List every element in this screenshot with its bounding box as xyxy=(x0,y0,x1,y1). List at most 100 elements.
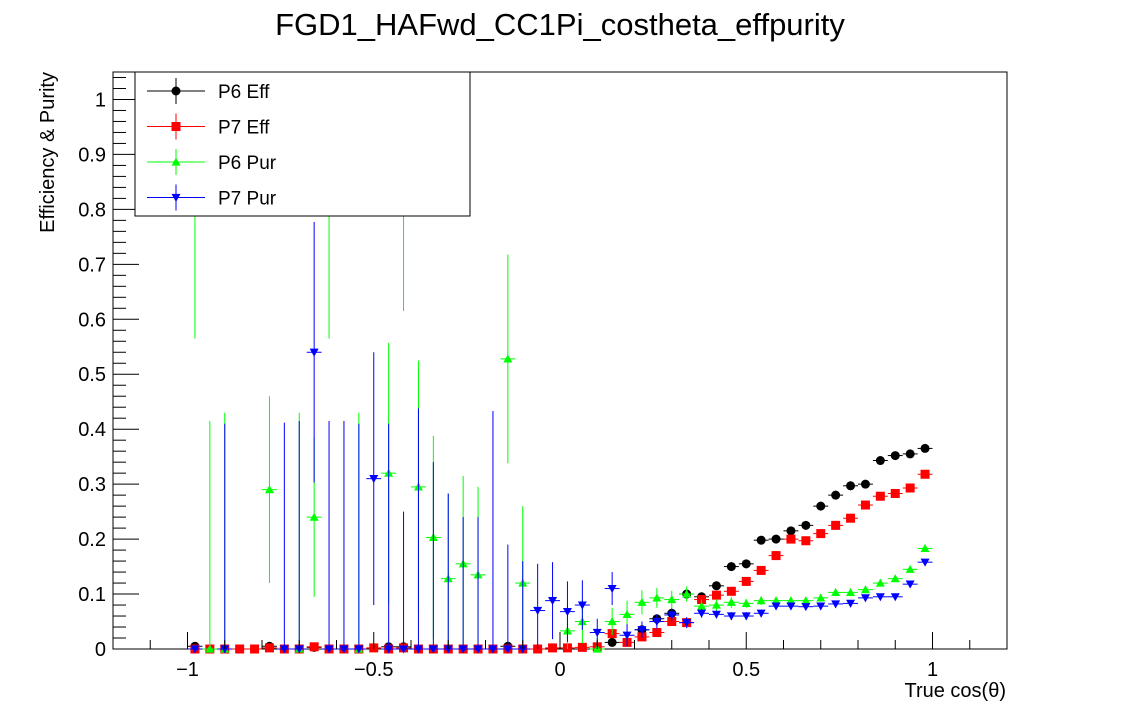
data-point xyxy=(741,598,751,607)
data-point xyxy=(831,490,841,500)
data-point xyxy=(324,645,334,654)
x-tick-label: −0.5 xyxy=(354,659,393,681)
data-point xyxy=(771,551,781,561)
data-point xyxy=(890,574,900,583)
legend-label: P6 Pur xyxy=(218,153,277,174)
data-point xyxy=(920,543,930,553)
data-point xyxy=(875,578,885,587)
data-point xyxy=(801,536,811,546)
data-point xyxy=(533,606,543,616)
data-point xyxy=(890,593,900,602)
data-point xyxy=(905,483,915,493)
x-tick-label: 1 xyxy=(927,659,938,681)
data-point xyxy=(816,529,826,539)
data-point xyxy=(220,645,230,654)
y-tick-label: 0.1 xyxy=(78,584,106,606)
data-point xyxy=(548,597,558,606)
data-point xyxy=(741,576,751,586)
data-point xyxy=(205,644,215,653)
legend-marker xyxy=(171,157,181,166)
y-axis-label: Efficiency & Purity xyxy=(37,72,59,233)
data-point xyxy=(652,593,662,602)
legend-item: P7 Pur xyxy=(147,184,277,211)
data-point xyxy=(294,645,304,654)
data-point xyxy=(860,500,870,510)
y-tick-label: 0.6 xyxy=(78,309,106,331)
data-point xyxy=(711,581,721,591)
data-point xyxy=(771,596,781,605)
data-point xyxy=(622,609,632,618)
data-point xyxy=(682,619,692,628)
data-point xyxy=(250,644,260,654)
y-tick-label: 0.9 xyxy=(78,144,106,166)
chart-title: FGD1_HAFwd_CC1Pi_costheta_effpurity xyxy=(275,7,845,42)
data-point xyxy=(905,564,915,573)
data-point xyxy=(607,584,617,594)
data-point xyxy=(741,559,751,569)
y-tick-label: 0.3 xyxy=(78,474,106,496)
data-point xyxy=(756,535,766,545)
x-tick-label: −1 xyxy=(176,659,199,681)
data-point xyxy=(786,596,796,605)
data-point xyxy=(756,596,766,605)
y-tick-label: 1 xyxy=(95,89,106,111)
legend-marker xyxy=(171,122,181,131)
y-tick-label: 0.2 xyxy=(78,529,106,551)
data-point xyxy=(890,488,900,498)
data-point xyxy=(413,645,423,654)
legend-label: P7 Eff xyxy=(218,118,270,139)
y-tick-label: 0.4 xyxy=(78,419,106,441)
legend-marker xyxy=(171,193,181,202)
x-tick-label: 0 xyxy=(554,659,565,681)
data-point xyxy=(637,626,647,635)
data-point xyxy=(711,590,721,600)
data-point xyxy=(831,520,841,530)
data-point xyxy=(190,645,200,654)
series-p7-pur xyxy=(187,222,933,654)
data-point xyxy=(339,645,349,654)
data-point xyxy=(428,645,438,654)
data-point xyxy=(860,585,870,594)
data-point xyxy=(786,526,796,536)
data-point xyxy=(264,485,274,494)
legend: P6 Eff P7 Eff P6 Pur P7 Pur xyxy=(134,71,471,217)
data-point xyxy=(473,645,483,654)
data-point xyxy=(577,642,587,652)
data-point xyxy=(711,610,721,619)
data-point xyxy=(443,645,453,654)
data-point xyxy=(697,609,707,618)
data-point xyxy=(384,645,394,654)
data-point xyxy=(875,491,885,501)
data-point xyxy=(503,354,513,363)
data-point xyxy=(846,587,856,596)
legend-item: P7 Eff xyxy=(147,113,270,140)
data-point xyxy=(920,443,930,453)
data-point xyxy=(607,637,617,647)
data-point xyxy=(920,469,930,479)
data-point xyxy=(831,600,841,609)
data-point xyxy=(726,586,736,596)
data-point xyxy=(801,603,811,612)
data-point xyxy=(637,597,647,606)
data-point xyxy=(846,481,856,491)
data-point xyxy=(771,534,781,544)
x-tick-label: 0.5 xyxy=(732,659,760,681)
data-point xyxy=(726,612,736,621)
data-point xyxy=(652,617,662,627)
data-point xyxy=(846,513,856,523)
y-tick-label: 0 xyxy=(95,639,106,661)
legend-item: P6 Pur xyxy=(147,149,277,175)
data-point xyxy=(399,645,409,654)
data-point xyxy=(682,589,692,598)
data-point xyxy=(309,642,319,652)
data-point xyxy=(697,601,707,610)
data-point xyxy=(801,596,811,605)
data-point xyxy=(354,645,364,654)
data-point xyxy=(592,628,602,638)
data-point xyxy=(801,520,811,530)
data-point xyxy=(831,587,841,596)
data-point xyxy=(264,643,274,653)
legend-marker xyxy=(171,86,181,96)
y-tick-label: 0.7 xyxy=(78,254,106,276)
